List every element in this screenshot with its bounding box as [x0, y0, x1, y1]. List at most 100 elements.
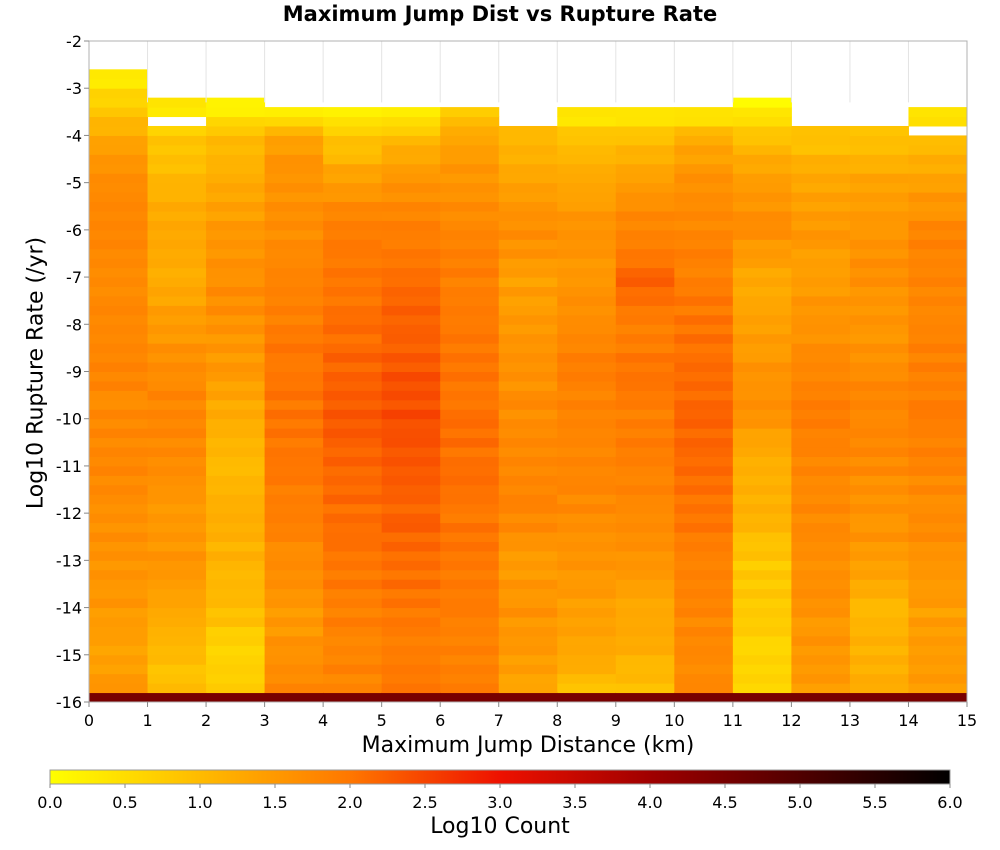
heatmap-cell	[498, 352, 558, 363]
heatmap-cell	[674, 201, 734, 212]
heatmap-cell	[381, 437, 441, 448]
heatmap-cell	[849, 305, 909, 316]
heatmap-cell	[147, 522, 207, 533]
heatmap-cell	[732, 654, 792, 665]
heatmap-cell	[89, 683, 149, 694]
heatmap-cell	[323, 380, 383, 391]
heatmap-cell	[615, 173, 675, 184]
heatmap-cell	[615, 295, 675, 306]
heatmap-cell	[147, 390, 207, 401]
heatmap-cell	[323, 258, 383, 269]
heatmap-cell	[849, 371, 909, 382]
heatmap-cell	[147, 484, 207, 495]
heatmap-cell	[89, 673, 149, 684]
heatmap-cell	[381, 201, 441, 212]
heatmap-cell	[498, 267, 558, 278]
heatmap-cell	[908, 286, 968, 297]
heatmap-cell	[615, 125, 675, 136]
heatmap-cell	[440, 475, 500, 486]
heatmap-cell	[147, 314, 207, 325]
heatmap-cell	[557, 371, 617, 382]
heatmap-cell	[381, 428, 441, 439]
heatmap-cell	[557, 532, 617, 542]
heatmap-cell	[147, 569, 207, 580]
heatmap-cell	[206, 248, 266, 259]
heatmap-cell	[440, 626, 500, 637]
heatmap-cell	[264, 362, 324, 372]
heatmap-cell	[615, 654, 675, 665]
heatmap-cell	[791, 333, 851, 344]
heatmap-cell	[615, 314, 675, 325]
heatmap-cell	[440, 673, 500, 684]
heatmap-cell	[381, 418, 441, 429]
heatmap-cell	[732, 664, 792, 675]
heatmap-cell	[674, 588, 734, 599]
heatmap-cell-bottom	[557, 692, 617, 703]
heatmap-cell	[557, 352, 617, 363]
heatmap-cell	[557, 324, 617, 335]
heatmap-cell	[732, 522, 792, 533]
heatmap-cell	[557, 314, 617, 325]
heatmap-cell	[615, 513, 675, 524]
heatmap-cell	[89, 295, 149, 306]
heatmap-cell	[147, 210, 207, 221]
heatmap-cell	[498, 475, 558, 486]
heatmap-cell	[557, 380, 617, 391]
heatmap-cell	[557, 220, 617, 231]
heatmap-cell	[908, 683, 968, 694]
heatmap-cell	[381, 182, 441, 193]
heatmap-cell	[791, 305, 851, 316]
heatmap-cell	[89, 362, 149, 372]
heatmap-cell	[206, 390, 266, 401]
heatmap-cell	[147, 607, 207, 618]
heatmap-cell	[381, 352, 441, 363]
heatmap-cell	[264, 484, 324, 495]
heatmap-cell	[615, 607, 675, 618]
heatmap-cell	[440, 456, 500, 467]
heatmap-cell	[440, 513, 500, 524]
heatmap-cell	[908, 333, 968, 344]
heatmap-cell	[732, 107, 792, 118]
heatmap-cell	[264, 239, 324, 250]
heatmap-cell	[615, 664, 675, 675]
heatmap-cell	[849, 210, 909, 221]
heatmap-cell	[89, 125, 149, 136]
heatmap-cell	[849, 409, 909, 420]
heatmap-cell	[791, 550, 851, 561]
heatmap-cell	[498, 513, 558, 524]
heatmap-cell	[732, 343, 792, 354]
heatmap-cell	[323, 588, 383, 599]
heatmap-cell	[615, 465, 675, 476]
heatmap-cell	[264, 418, 324, 429]
heatmap-cell	[323, 107, 383, 118]
heatmap-cell	[674, 475, 734, 486]
heatmap-cell	[674, 116, 734, 127]
heatmap-cell	[381, 588, 441, 599]
heatmap-cell	[264, 286, 324, 297]
heatmap-cell	[498, 569, 558, 580]
heatmap-cell	[206, 295, 266, 306]
heatmap-cell	[791, 314, 851, 325]
x-tick-label: 7	[494, 711, 504, 730]
heatmap-cell	[147, 277, 207, 288]
heatmap-cell	[323, 135, 383, 146]
heatmap-cell	[381, 465, 441, 476]
heatmap-cell	[89, 607, 149, 618]
heatmap-cell	[440, 295, 500, 306]
heatmap-cell	[615, 135, 675, 146]
heatmap-cell	[498, 390, 558, 401]
heatmap-cell	[147, 664, 207, 675]
heatmap-cell	[206, 314, 266, 325]
heatmap-cell	[440, 277, 500, 288]
heatmap-cell	[674, 333, 734, 344]
heatmap-cell	[89, 78, 149, 89]
heatmap-cell	[674, 447, 734, 457]
heatmap-cell	[381, 277, 441, 288]
heatmap-cell	[732, 683, 792, 694]
heatmap-cell	[323, 579, 383, 590]
heatmap-cell	[264, 144, 324, 155]
heatmap-cell	[732, 135, 792, 146]
heatmap-cell	[381, 532, 441, 542]
heatmap-cell	[498, 654, 558, 665]
heatmap-cell-bottom	[440, 692, 500, 703]
